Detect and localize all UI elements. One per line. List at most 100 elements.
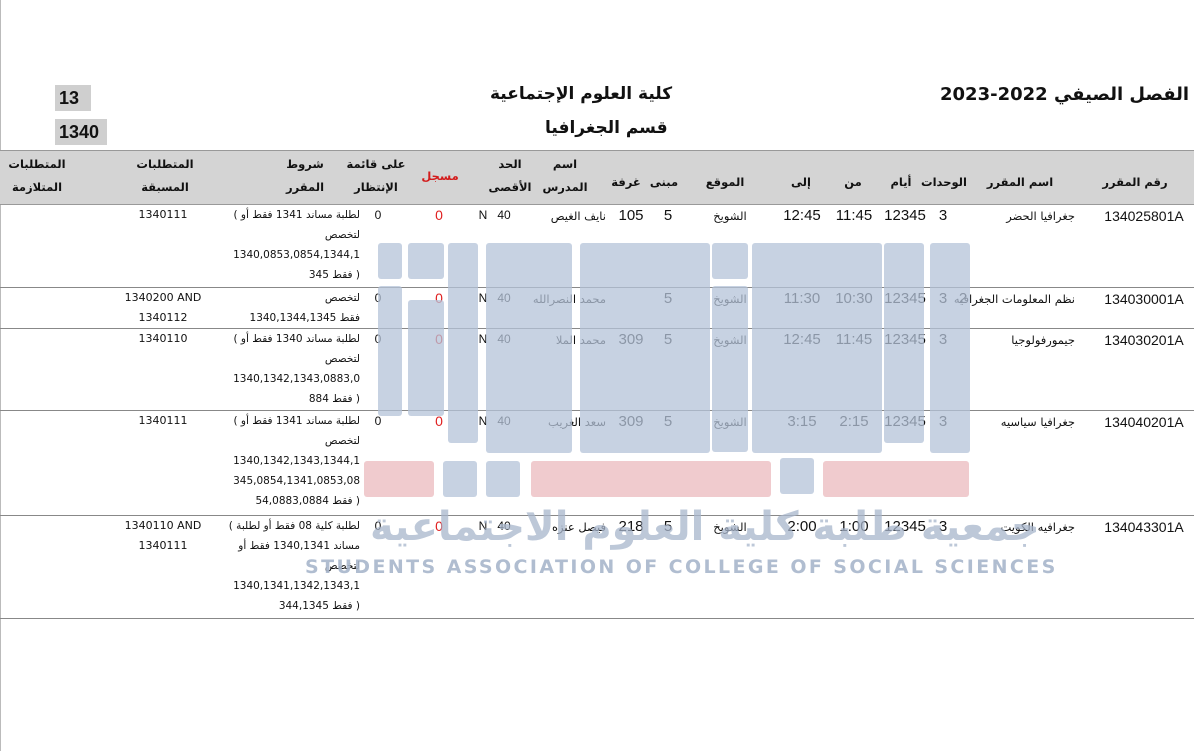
department-title: قسم الجغرافيا [545,118,668,138]
prereq-line: 1340111 [138,414,188,427]
condition-line: لتخصص [324,435,360,447]
instructor-name: نايف الغيص [550,209,606,223]
watermark-block [884,243,924,443]
watermark-block [448,243,478,443]
prereq-line: 1340111 [138,539,188,552]
course-number: 134030201A [1104,332,1184,348]
col-location: الموقع [705,175,745,189]
prerequisites: 1340200 AND 1340112 [108,288,218,328]
col-instructor: اسم المدرس [542,157,588,194]
col-building: مبنى [649,175,679,189]
condition-line: ( فقط 884 [308,393,360,405]
registered-count: 0 [435,207,443,223]
col-units: الوحدات [921,175,967,189]
col-room: غرفة [611,175,641,189]
condition-line: فقط 1340,1344,1345 [249,312,360,324]
registered-count: 0 [435,518,443,534]
condition-line: ( فقط 345 [308,269,360,281]
table-row: 134043301A جغرافيه الكويت 3 12345 1:00 2:00 ال… [0,515,1194,619]
col-from: من [844,175,862,189]
watermark-english: STUDENTS ASSOCIATION OF COLLEGE OF SOCIA… [305,556,1058,578]
watermark-block [408,300,444,416]
time-from: 11:45 [835,207,873,224]
waitlist-count: 0 [374,208,382,222]
condition-line: ( فقط 344,1345 [278,600,360,612]
col-max: الحد الأقصى [488,157,532,194]
condition-line: لتخصص [324,353,360,365]
room-value: 218 [618,518,644,535]
semester-title: الفصل الصيفي 2022-2023 [940,84,1190,105]
col-course-name: اسم المقرر [986,175,1054,189]
course-number: 134030001A [1104,291,1184,307]
condition-line: لتخصص [324,229,360,241]
course-conditions: لطلبة مساند 1341 فقط أو ) لتخصص 1340,1342,… [200,411,360,511]
watermark-block [823,461,969,497]
count-box: 13 [55,85,91,111]
col-waitlist: على قائمة الإنتظار [346,157,406,194]
status-flag: N [478,208,488,222]
col-registered: مسجل [421,169,459,183]
prereq-line: 1340111 [138,208,188,221]
watermark-arabic: جمعية طلبة كلية العلوم الاجتماعية [370,504,1040,550]
condition-line: لتخصص [324,560,360,572]
prereq-line: 1340110 [138,332,188,345]
table-header: المتطلبات المتلازمة المتطلبات المسبقة شروط… [0,150,1194,205]
course-conditions: لطلبة كلية 08 فقط أو لطلبة ) مساند 1340,1… [200,516,360,616]
registered-count: 0 [435,413,443,429]
condition-line: 1340,0853,0854,1344,1 [233,249,360,261]
days-value: 12345 [884,207,926,224]
max-capacity: 40 [497,519,511,533]
condition-line: لطلبة مساند 1341 فقط أو ) [233,209,360,221]
course-number: 134025801A [1104,208,1184,224]
condition-line: ( فقط 54,0883,0884 [255,495,360,507]
col-prereq: المتطلبات المسبقة [136,157,194,194]
condition-line: 1340,1342,1343,1344,1 [233,455,360,467]
course-name: جغرافيه الكويت [1000,520,1075,534]
condition-line: 1340,1341,1342,1343,1 [233,580,360,592]
watermark-block [364,461,434,497]
watermark-block [712,286,748,452]
condition-line: لطلبة مساند 1340 فقط أو ) [233,333,360,345]
units-value: 3 [938,207,948,224]
condition-line: مساند 1340,1341 فقط أو [238,540,360,552]
department-code-box: 1340 [55,119,107,145]
col-days: أيام [890,175,912,189]
condition-line: 1340,1342,1343,0883,0 [233,373,360,385]
condition-line: لطلبة مساند 1341 فقط أو ) [233,415,360,427]
watermark-block [752,243,882,453]
instructor-name: فيصل عنزه [551,520,606,534]
col-to: إلى [791,175,811,189]
prereq-line: 1340112 [138,311,188,324]
registered-count: 0 [435,290,443,306]
course-number: 134043301A [1104,519,1184,535]
time-to: 2:00 [787,518,817,535]
watermark-block [531,461,771,497]
watermark-block [580,243,710,453]
room-value: 105 [618,207,644,224]
max-capacity: 40 [497,208,511,222]
watermark-block [486,243,572,453]
status-flag: N [478,332,488,346]
course-name: جغرافيا سياسيه [1000,415,1075,429]
waitlist-count: 0 [374,519,382,533]
location-value: الشويخ [713,209,747,223]
time-from: 1:00 [839,518,869,535]
course-name: جغرافيا الحضر [1006,209,1075,223]
status-flag: N [478,291,488,305]
page-border [0,0,1,751]
watermark-block [712,243,748,279]
condition-line: 345,0854,1341,0853,08 [233,475,360,487]
time-to: 12:45 [783,207,821,224]
prerequisites: 1340111 [108,411,218,431]
prerequisites: 1340110 [108,329,218,349]
prerequisites: 1340110 AND 1340111 [108,516,218,556]
col-coreq: المتطلبات المتلازمة [8,157,66,194]
watermark-block [378,243,402,279]
watermark-block [443,461,477,497]
course-name: جيمورفولوجيا [1011,333,1075,347]
course-number: 134040201A [1104,414,1184,430]
course-conditions: لطلبة مساند 1341 فقط أو ) لتخصص 1340,0853,… [200,205,360,285]
watermark-block [378,286,402,416]
watermark-block [930,243,970,453]
building-value: 5 [663,518,673,535]
